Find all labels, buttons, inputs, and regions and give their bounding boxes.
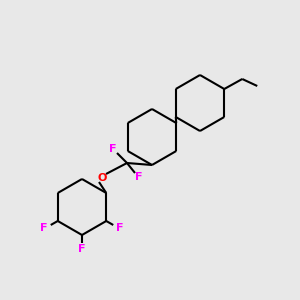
Text: F: F bbox=[109, 144, 117, 154]
Text: O: O bbox=[97, 173, 107, 183]
Text: F: F bbox=[40, 223, 47, 233]
Text: F: F bbox=[135, 172, 143, 182]
Text: F: F bbox=[78, 244, 86, 254]
Text: F: F bbox=[116, 223, 124, 233]
